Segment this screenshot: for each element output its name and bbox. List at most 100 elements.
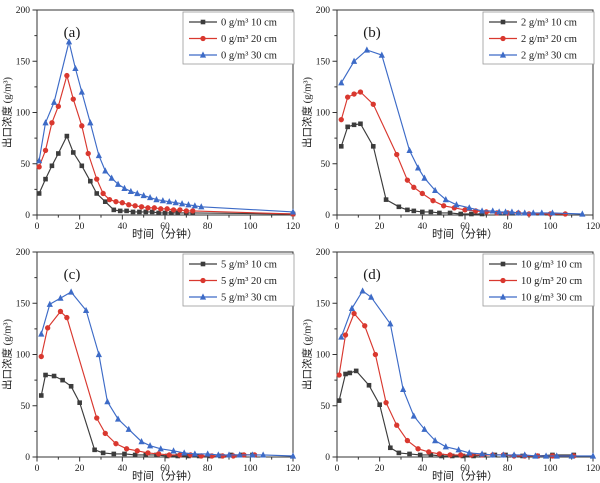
- triangle-marker: [215, 450, 222, 458]
- circle-marker: [119, 200, 126, 206]
- chart-svg: 0 20 40 60 80 100 120 0 50 100 150 200 时间（分钟） 出口浓度 (g…: [1, 6, 301, 240]
- square-marker: [366, 382, 372, 388]
- triangle-marker: [442, 196, 449, 203]
- triangle-marker: [538, 209, 545, 216]
- legend: 2 g/m³ 10 cm 2 g/m³ 20 cm 2 g/m³ 30 cm: [482, 11, 595, 65]
- circle-marker: [219, 452, 226, 459]
- circle-marker: [113, 199, 119, 205]
- square-marker: [343, 371, 348, 376]
- circle-marker: [440, 203, 447, 209]
- circle-marker: [155, 450, 162, 457]
- triangle-marker: [191, 202, 198, 209]
- svg-text:80: 80: [503, 464, 513, 474]
- square-marker: [132, 452, 138, 457]
- triangle-marker: [170, 446, 177, 453]
- triangle-marker: [236, 450, 243, 458]
- triangle-marker: [46, 300, 53, 307]
- square-marker: [162, 210, 168, 216]
- circle-marker: [190, 208, 196, 214]
- triangle-marker: [442, 442, 449, 449]
- circle-marker: [151, 205, 158, 211]
- svg-text:0: 0: [35, 222, 40, 232]
- legend-label: 2 g/m³ 30 cm: [521, 51, 577, 62]
- series-circle: [36, 72, 296, 217]
- plot-frame: [336, 9, 594, 216]
- triangle-marker: [579, 210, 586, 217]
- square-marker: [439, 453, 444, 458]
- square-marker: [70, 150, 76, 155]
- triangle-marker: [489, 207, 496, 214]
- svg-text:60: 60: [460, 464, 470, 474]
- square-marker: [175, 210, 181, 216]
- triangle-marker: [515, 209, 522, 216]
- chart-panel-c: 0 20 40 60 80 100 120 0 50 100 150 200 时间（分钟） 出口浓度 (g…: [0, 242, 301, 483]
- square-marker: [377, 401, 382, 407]
- square-marker: [411, 208, 417, 214]
- series-line: [38, 73, 294, 215]
- square-marker: [338, 144, 344, 149]
- triangle-marker: [57, 294, 64, 301]
- circle-marker: [64, 314, 70, 320]
- circle-marker: [126, 202, 132, 208]
- square-marker: [51, 373, 57, 378]
- circle-marker: [383, 399, 389, 405]
- triangle-marker: [348, 304, 356, 311]
- circle-marker: [500, 277, 506, 283]
- legend-label: 2 g/m³ 10 cm: [521, 18, 577, 29]
- legend: 0 g/m³ 10 cm 0 g/m³ 20 cm 0 g/m³ 30 cm: [182, 11, 295, 65]
- triangle-marker: [172, 199, 179, 206]
- series-triangle: [338, 286, 597, 459]
- series-line: [338, 369, 574, 457]
- square-marker: [428, 209, 434, 215]
- legend: 10 g/m³ 10 cm 10 g/m³ 20 cm 10 g/m³ 30 cm: [482, 253, 595, 306]
- circle-marker: [394, 151, 400, 158]
- square-marker: [200, 261, 206, 266]
- svg-text:100: 100: [16, 350, 31, 360]
- svg-text:80: 80: [203, 464, 213, 474]
- series-triangle: [338, 46, 586, 217]
- triangle-marker: [68, 287, 75, 295]
- triangle-marker: [38, 329, 45, 337]
- triangle-marker: [414, 164, 422, 171]
- square-marker: [111, 451, 117, 456]
- svg-text:50: 50: [321, 160, 331, 170]
- legend-label: 10 g/m³ 30 cm: [521, 292, 582, 303]
- square-marker: [92, 447, 97, 452]
- circle-marker: [38, 353, 44, 359]
- square-marker: [111, 207, 117, 213]
- square-marker: [428, 452, 434, 457]
- svg-text:120: 120: [286, 222, 300, 232]
- series-circle: [336, 310, 577, 459]
- square-marker: [437, 210, 442, 216]
- triangle-marker: [87, 119, 94, 126]
- legend: 5 g/m³ 10 cm 5 g/m³ 20 cm 5 g/m³ 30 cm: [182, 253, 295, 306]
- circle-marker: [447, 451, 453, 458]
- legend-label: 5 g/m³ 30 cm: [221, 292, 277, 303]
- legend-label: 2 g/m³ 20 cm: [521, 34, 577, 45]
- series-square: [338, 121, 485, 217]
- square-marker: [49, 163, 55, 169]
- triangle-marker: [499, 292, 507, 300]
- series-line: [340, 289, 593, 457]
- svg-text:60: 60: [160, 464, 170, 474]
- triangle-marker: [489, 450, 496, 458]
- series-line: [340, 49, 583, 215]
- series-square: [38, 372, 255, 458]
- square-marker: [68, 383, 74, 389]
- square-marker: [79, 163, 85, 169]
- triangle-marker: [542, 451, 550, 459]
- triangle-marker: [191, 449, 198, 457]
- legend-label: 0 g/m³ 10 cm: [221, 18, 277, 29]
- circle-marker: [458, 451, 464, 458]
- panel-label: (a): [64, 25, 81, 41]
- triangle-marker: [521, 450, 528, 458]
- square-marker: [200, 19, 206, 25]
- square-marker: [500, 19, 506, 25]
- legend-label: 10 g/m³ 10 cm: [521, 259, 582, 270]
- triangle-marker: [350, 57, 358, 64]
- triangle-marker: [338, 79, 345, 86]
- svg-text:80: 80: [503, 222, 513, 232]
- triangle-marker: [50, 98, 58, 105]
- triangle-marker: [108, 174, 115, 181]
- circle-marker: [36, 164, 42, 170]
